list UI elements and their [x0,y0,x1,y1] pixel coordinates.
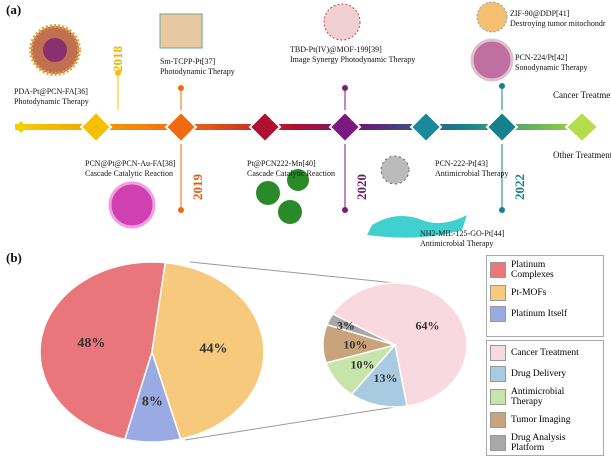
event-name: PDA-Pt@PCN-FA[36] [14,87,88,96]
node-dots [115,70,505,213]
pie-connector [184,406,396,441]
nanoparticle-icons [29,1,514,238]
legend-item: Platinum Complexes [490,260,600,280]
pie-slice [331,282,468,407]
legend-item: Drug Analysis Platform [490,433,600,453]
event-therapy: Photodynamic Therapy [160,67,235,76]
event-name: Pt@PCN222-Mn[40] [247,159,316,168]
legend-item: Platinum Itself [490,306,600,322]
event-labels: PDA-Pt@PCN-FA[36] Photodynamic Therapy S… [14,9,611,248]
timeline-nodes [15,110,600,144]
legend-item: Pt-MOFs [490,285,600,301]
year: 2020 [354,174,369,200]
legend-label: Cancer Treatment [511,348,579,358]
event-name: ZIF-90@DDP[41] [510,9,570,18]
legend-label: Antimicrobial Therapy [511,387,565,407]
value-label: 10% [343,337,367,351]
legend-label: Tumor Imaging [511,415,571,425]
connectors [117,75,503,210]
track-label: Cancer Treatments [553,90,611,100]
panel-label: (a) [6,2,21,17]
legend-swatch [490,435,506,451]
pie-slice [326,313,396,346]
year: 2022 [512,174,527,200]
track-label: Other Treatments [553,150,611,160]
legend-label: Drug Analysis Platform [511,433,566,453]
event-therapy: Cascade Catalytic Reaction [247,169,335,178]
legend: Cancer Treatment Drug Delivery Antimicrobi… [486,340,604,456]
legend-item: Cancer Treatment [490,345,600,361]
year: 2019 [190,174,205,201]
value-label: 48% [77,336,105,351]
pie-connector [189,261,396,284]
event-therapy: Photodynamic Therapy [14,97,89,106]
event-therapy: Destroying tumor mitochondr [510,19,606,28]
pies: 48% 44%8%64%13%10%10%3% [39,261,468,443]
pie-slice [151,261,265,440]
event-name: Sm-TCPP-Pt[37] [160,57,215,66]
legend: Platinum Complexes Pt-MOFs Platinum Itself [486,255,604,337]
event-name: NH2-MIL-125-GO-Pt[44] [420,229,505,238]
pie-slice [39,261,167,441]
legend-swatch [490,366,506,382]
event-name: PCN-222-Pt[43] [435,159,488,168]
legend-item: Tumor Imaging [490,412,600,428]
year-labels: 2018 2019 2020 2022 [110,46,527,201]
legend-swatch [490,412,506,428]
value-label: 64% [416,319,440,333]
year: 2018 [110,46,125,73]
event-therapy: Cascade Catalytic Reaction [85,169,173,178]
legend-item: Drug Delivery [490,366,600,382]
event-therapy: Image Synergy Photodynamic Therapy [290,55,415,64]
legend-swatch [490,285,506,301]
value-label: 3% [337,319,355,333]
legend-item: Antimicrobial Therapy [490,387,600,407]
event-name: PCN-224/Pt[42] [515,53,568,62]
value-label: 13% [374,371,398,385]
pie-slice [123,349,182,443]
legend-swatch [490,389,506,405]
event-therapy: Antimicrobial Therapy [435,169,508,178]
legend-swatch [490,345,506,361]
value-label: 10% [350,357,374,371]
legend-swatch [490,262,506,278]
panel-label: (b) [6,250,22,265]
legend-label: Platinum Complexes [511,260,554,280]
legend-label: Drug Delivery [511,369,567,379]
timeline-bar [15,124,575,130]
value-label: 8% [142,394,163,409]
value-label: 44% [199,342,227,357]
pie-slice [350,343,408,408]
event-therapy: Sonodynamic Therapy [515,63,588,72]
legend-label: Platinum Itself [511,309,568,319]
legend-swatch [490,306,506,322]
legend-label: Pt-MOFs [511,288,547,298]
event-name: TBD-Pt(IV)@MOF-199[39] [290,45,382,54]
event-therapy: Antimicrobial Therapy [420,239,493,248]
event-name: PCN@Pt@PCN-Au-FA[38] [85,159,176,168]
